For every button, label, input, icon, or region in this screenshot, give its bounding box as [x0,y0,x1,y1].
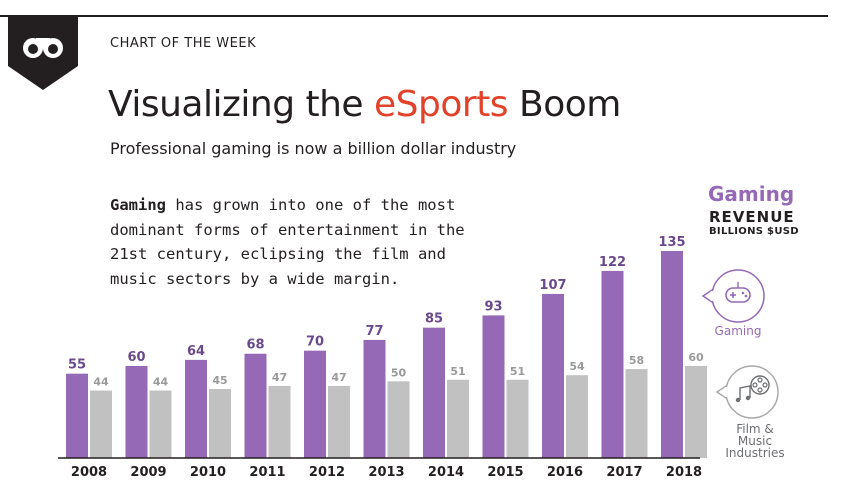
film-music-bar [566,375,588,458]
gaming-bar [423,327,445,458]
legend-film-line: Music [737,434,773,448]
gaming-value-label: 107 [539,278,566,293]
gaming-value-label: 64 [187,344,205,359]
gaming-value-label: 60 [127,350,145,365]
legend-series-title: Gaming [708,182,795,206]
gamepad-icon [701,269,765,323]
title-accent: eSports [374,84,509,125]
film-music-bar [447,379,469,458]
legend-film-line: Film & [736,422,774,436]
film-value-label: 50 [391,366,407,379]
gaming-bar [363,339,386,458]
film-value-label: 47 [331,371,346,384]
film-value-label: 51 [510,365,525,378]
gaming-bar [542,293,564,458]
x-tick-label: 2014 [428,465,464,480]
x-tick-label: 2013 [368,465,404,480]
film-music-bar [506,379,529,458]
gaming-value-label: 68 [246,338,264,353]
x-tick-label: 2009 [130,465,166,480]
film-value-label: 54 [569,360,585,373]
film-music-bar [149,390,172,458]
top-rule [0,15,828,17]
x-tick-label: 2011 [249,465,285,480]
film-music-bar [328,385,350,458]
x-tick-label: 2017 [606,465,642,480]
film-value-label: 45 [212,374,227,387]
film-value-label: 51 [450,365,465,378]
binoculars-icon [23,38,63,58]
gaming-value-label: 77 [365,324,383,339]
x-tick-label: 2010 [190,465,226,480]
film-value-label: 58 [629,354,644,367]
legend-revenue: REVENUE [709,208,795,226]
legend-unit: BILLIONS $USD [709,226,799,237]
title-suffix: Boom [508,84,621,125]
gaming-bar [304,350,326,458]
legend-film-line: Industries [725,446,785,460]
film-value-label: 44 [153,376,169,389]
legend-gaming-label: Gaming [714,324,762,338]
film-music-bar [90,390,112,458]
kicker: CHART OF THE WEEK [110,36,257,51]
film-music-bar [625,369,648,458]
film-value-label: 47 [272,371,287,384]
legend-film-label: Film & Music Industries [714,423,796,459]
gaming-bar [66,373,88,458]
x-tick-label: 2012 [309,465,345,480]
page-title: Visualizing the eSports Boom [108,84,621,125]
film-music-icon [715,365,779,419]
gaming-value-label: 55 [68,358,86,373]
x-tick-label: 2008 [71,465,107,480]
legend-icons [701,269,779,419]
x-tick-label: 2018 [666,465,702,480]
intro-paragraph: Gaming has grown into one of the most do… [110,193,490,291]
intro-bold: Gaming [110,196,166,214]
gaming-bar [125,366,148,458]
gaming-value-label: 135 [658,235,685,250]
gaming-bar [661,251,683,458]
gaming-bar [244,353,267,458]
legend-header: Gaming REVENUE BILLIONS $USD [700,182,820,237]
gaming-value-label: 122 [599,255,626,270]
x-tick-label: 2015 [487,465,523,480]
gaming-bar [601,270,624,458]
x-tick-label: 2016 [547,465,583,480]
intro-text: has grown into one of the most dominant … [110,196,465,288]
film-music-bar [387,381,410,458]
subtitle: Professional gaming is now a billion dol… [110,139,517,158]
gaming-value-label: 70 [306,335,324,350]
gaming-bar [482,315,505,458]
logo-badge [8,16,78,90]
title-prefix: Visualizing the [108,84,375,125]
gaming-bar [185,359,207,458]
gaming-value-label: 85 [425,312,443,327]
film-music-bar [209,389,231,458]
film-music-bar [268,385,291,458]
film-value-label: 44 [93,376,109,389]
gaming-value-label: 93 [484,299,502,314]
